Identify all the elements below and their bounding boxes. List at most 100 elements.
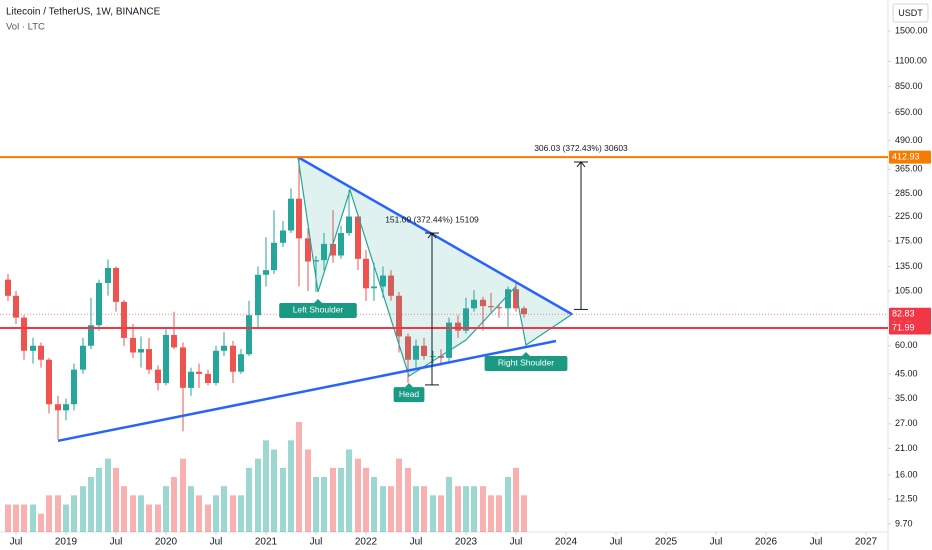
x-tick-label: Jul [210, 537, 223, 548]
x-tick-label: 2021 [255, 537, 278, 548]
volume-bar [221, 486, 227, 532]
candle-body [380, 275, 386, 287]
candle-body [213, 350, 219, 383]
y-tick-label: 105.00 [895, 285, 923, 295]
volume-bar [96, 467, 102, 532]
candle-body [63, 404, 69, 411]
candle-body [263, 270, 269, 275]
measure-label: 151.09 (372.44%) 15109 [385, 214, 479, 224]
volume-bar [263, 440, 269, 532]
candle-body [271, 242, 277, 271]
candle-body [355, 216, 361, 259]
candle-body [438, 356, 444, 358]
x-tick-label: 2020 [155, 537, 178, 548]
volume-bar [371, 477, 377, 532]
candle-body [463, 308, 469, 331]
pattern-fill [297, 155, 574, 378]
volume-bar [30, 504, 36, 532]
price-label-box [889, 150, 931, 164]
y-tick-label: 850.00 [895, 81, 923, 91]
candle-body [21, 317, 27, 351]
volume-bar [138, 495, 144, 532]
y-tick-label: 21.00 [895, 443, 918, 453]
y-tick-label: 12.50 [895, 494, 918, 504]
candle-body [521, 308, 527, 315]
annotation-box [484, 355, 568, 371]
volume-bar [146, 504, 152, 532]
volume-bar [438, 495, 444, 532]
trendline [297, 156, 573, 316]
y-tick-label: 135.00 [895, 261, 923, 271]
annotation-box [393, 387, 425, 403]
volume-bar [88, 477, 94, 532]
candle-body [146, 349, 152, 370]
annotation-label: Head [399, 389, 420, 399]
currency-box[interactable] [892, 3, 929, 23]
price-label: 71.99 [892, 322, 915, 332]
volume-bar [363, 467, 369, 532]
x-tick-label: Jul [610, 537, 623, 548]
volume-bar [46, 495, 52, 532]
price-label: 412.93 [892, 152, 920, 162]
volume-bar [463, 486, 469, 532]
volume-bar [21, 504, 27, 532]
volume-bar [521, 495, 527, 532]
candle-body [388, 275, 394, 296]
y-tick-label: 35.00 [895, 393, 918, 403]
volume-bar [113, 467, 119, 532]
candle-body [330, 243, 336, 256]
volume-bar [413, 486, 419, 532]
volume-bar [246, 467, 252, 532]
volume-bar [430, 495, 436, 532]
candle-body [346, 216, 352, 234]
candle-body [155, 369, 161, 383]
x-tick-label: Jul [810, 537, 823, 548]
y-tick-label: 16.00 [895, 469, 918, 479]
candle-body [421, 345, 427, 357]
candle-body [513, 289, 519, 309]
volume-bar [305, 449, 311, 532]
measure-label: 306.03 (372.43%) 30603 [534, 143, 628, 153]
volume-bar [55, 495, 61, 532]
candle-body [305, 238, 311, 262]
y-tick-label: 1100.00 [895, 56, 927, 66]
candle-body [221, 345, 227, 351]
candle-body [71, 369, 77, 405]
candle-body [205, 373, 211, 383]
y-tick-label: 60.00 [895, 340, 918, 350]
x-tick-label: Jul [110, 537, 123, 548]
candle-body [113, 267, 119, 302]
volume-bar [121, 486, 127, 532]
annotation-pointer [314, 298, 322, 303]
volume-bar [63, 504, 69, 532]
volume-bar [388, 486, 394, 532]
trendline [57, 339, 557, 443]
candle-body [188, 371, 194, 388]
volume-bar [446, 477, 452, 532]
y-tick-label: 1500.00 [895, 25, 928, 35]
volume-bar [213, 495, 219, 532]
candle-body [371, 286, 377, 289]
volume-bar [488, 495, 494, 532]
volume-bar [496, 495, 502, 532]
volume-bar [196, 495, 202, 532]
volume-bar [513, 467, 519, 532]
price-label: 82.83 [892, 309, 915, 319]
y-tick-label: 285.00 [895, 188, 923, 198]
candle-body [413, 345, 419, 360]
volume-bar [38, 513, 44, 532]
volume-bar [71, 495, 77, 532]
x-tick-label: 2024 [555, 537, 578, 548]
x-tick-label: 2027 [855, 537, 878, 548]
candle-body [138, 349, 144, 353]
volume-bar [338, 467, 344, 532]
candle-body [121, 301, 127, 338]
chart-subtitle: Vol · LTC [6, 22, 45, 33]
volume-bar [163, 486, 169, 532]
volume-bar [505, 477, 511, 532]
volume-bar [171, 477, 177, 532]
y-tick-label: 490.00 [895, 135, 923, 145]
candle-body [96, 282, 102, 326]
candle-body [480, 299, 486, 307]
